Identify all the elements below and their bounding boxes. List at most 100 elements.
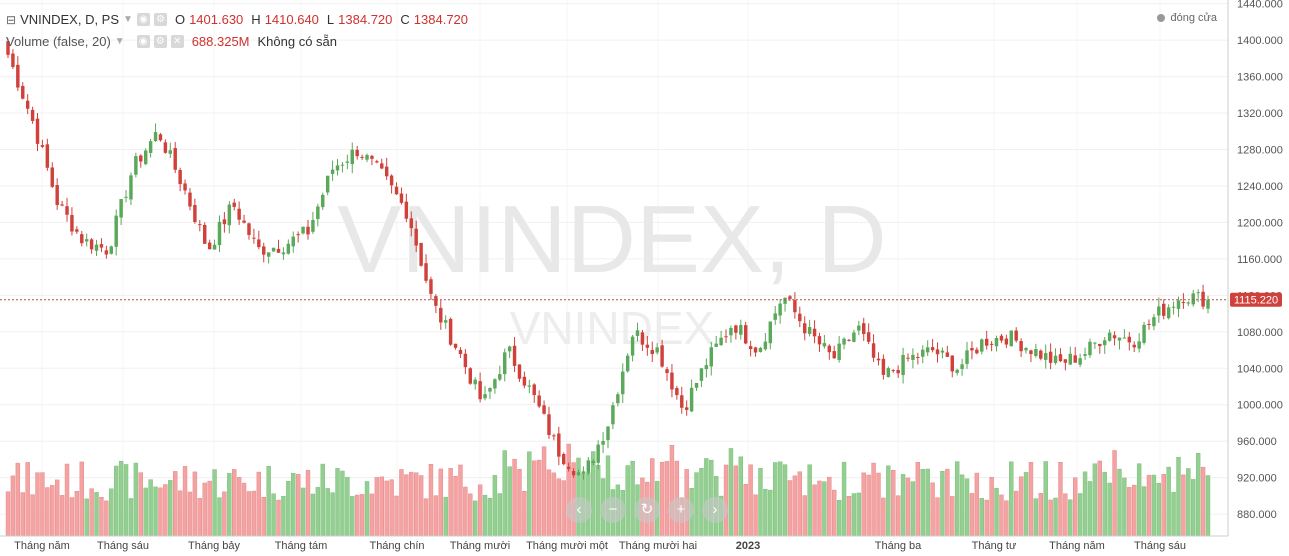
candle-body bbox=[748, 346, 753, 350]
volume-extra: Không có sẵn bbox=[257, 34, 338, 49]
volume-bar bbox=[45, 487, 50, 537]
open-value: 1401.630 bbox=[189, 12, 244, 27]
reset-icon[interactable]: ↻ bbox=[634, 497, 660, 523]
candle-body bbox=[498, 374, 502, 380]
volume-bar bbox=[1200, 466, 1206, 537]
price-axis[interactable]: 880.000 920.000 960.000 1000.000 1040.000 108… bbox=[1237, 0, 1283, 521]
volume-bar bbox=[989, 477, 994, 537]
candle-body bbox=[1171, 306, 1176, 308]
candle-body bbox=[188, 192, 192, 207]
close-icon[interactable]: ✕ bbox=[170, 35, 184, 48]
candle-body bbox=[527, 385, 532, 387]
volume-bar bbox=[827, 476, 832, 537]
volume-bar bbox=[30, 494, 35, 537]
candle-body bbox=[591, 461, 595, 463]
volume-bar bbox=[389, 479, 394, 537]
chevron-down-icon[interactable]: ▼ bbox=[123, 14, 133, 25]
candle-body bbox=[227, 204, 232, 226]
eye-icon[interactable]: ◉ bbox=[136, 35, 150, 48]
volume-bar bbox=[1004, 500, 1009, 537]
volume-bar bbox=[964, 478, 970, 537]
volume-bar bbox=[812, 484, 817, 537]
close-label: C bbox=[400, 12, 410, 27]
volume-bar bbox=[295, 474, 301, 537]
market-status: đóng cửa bbox=[1157, 12, 1217, 24]
volume-bar bbox=[1013, 490, 1019, 537]
candle-body bbox=[1127, 336, 1132, 343]
candle-body bbox=[680, 395, 684, 408]
volume-bar bbox=[192, 471, 198, 537]
volume-bar bbox=[251, 490, 257, 537]
candle-body bbox=[901, 354, 905, 376]
candle-body bbox=[881, 358, 886, 375]
candle-body bbox=[694, 382, 699, 388]
next-icon[interactable]: › bbox=[702, 497, 728, 523]
minus-icon[interactable]: ‹ bbox=[566, 497, 592, 523]
volume-bar bbox=[246, 491, 252, 537]
candle-body bbox=[134, 156, 138, 175]
volume-bar bbox=[64, 463, 70, 537]
volume-bar bbox=[473, 500, 478, 537]
candle-body bbox=[503, 352, 507, 375]
volume-bar bbox=[1087, 481, 1093, 537]
candle-body bbox=[660, 345, 664, 367]
volume-title[interactable]: Volume (false, 20) bbox=[6, 34, 111, 49]
volume-bar bbox=[158, 487, 163, 537]
candle-body bbox=[704, 365, 709, 370]
settings-icon[interactable]: ⚙ bbox=[153, 35, 167, 48]
candle-body bbox=[345, 161, 350, 163]
plus-icon[interactable]: + bbox=[668, 497, 694, 523]
candle-body bbox=[670, 372, 674, 390]
volume-bar bbox=[773, 462, 778, 537]
time-tick-label: Tháng ba bbox=[875, 540, 922, 552]
volume-bar bbox=[1191, 479, 1196, 537]
candle-body bbox=[1083, 354, 1087, 356]
candle-body bbox=[862, 323, 866, 335]
candle-body bbox=[153, 132, 158, 142]
time-tick-label: Tháng sáu bbox=[1134, 540, 1186, 552]
volume-bar bbox=[1117, 468, 1122, 537]
candle-body bbox=[1043, 353, 1048, 360]
candle-body bbox=[517, 364, 522, 379]
zoom-out-icon[interactable]: − bbox=[600, 497, 626, 523]
volume-bar bbox=[394, 495, 399, 537]
candle-body bbox=[581, 471, 586, 474]
volume-bar bbox=[236, 477, 242, 537]
volume-bar bbox=[925, 468, 930, 537]
volume-bar bbox=[777, 461, 783, 537]
settings-icon[interactable]: ⚙ bbox=[153, 13, 167, 26]
volume-bar bbox=[856, 492, 862, 537]
volume-bar bbox=[1146, 474, 1152, 537]
symbol-title[interactable]: VNINDEX, D, PS bbox=[20, 12, 120, 27]
candle-body bbox=[714, 343, 718, 347]
volume-bar bbox=[379, 476, 384, 537]
candle-body bbox=[143, 150, 148, 165]
volume-bar bbox=[1058, 461, 1063, 537]
volume-bar bbox=[969, 493, 975, 537]
time-axis[interactable]: Tháng năm Tháng sáu Tháng bảy Tháng tám Thán… bbox=[14, 540, 1186, 552]
low-value: 1384.720 bbox=[338, 12, 393, 27]
volume-bar bbox=[320, 463, 325, 537]
volume-bar bbox=[1127, 487, 1132, 537]
eye-icon[interactable]: ◉ bbox=[136, 13, 150, 26]
volume-bar bbox=[232, 469, 237, 537]
candle-body bbox=[380, 163, 384, 169]
volume-bar bbox=[453, 475, 458, 537]
volume-bar bbox=[163, 484, 168, 537]
candle-body bbox=[768, 321, 773, 344]
volume-bar bbox=[217, 497, 222, 537]
chevron-down-icon[interactable]: ▼ bbox=[114, 36, 125, 47]
candle-body bbox=[276, 248, 281, 253]
candle-body bbox=[665, 369, 669, 373]
volume-bar bbox=[113, 465, 119, 537]
volume-bar bbox=[758, 467, 763, 537]
candle-body bbox=[925, 347, 930, 353]
volume-bar bbox=[409, 471, 414, 537]
candle-body bbox=[99, 244, 104, 248]
candle-body bbox=[1162, 303, 1166, 316]
volume-bar bbox=[35, 472, 40, 537]
candle-body bbox=[1004, 338, 1009, 345]
volume-bar bbox=[876, 472, 881, 537]
collapse-icon[interactable]: ⊟ bbox=[6, 12, 17, 27]
